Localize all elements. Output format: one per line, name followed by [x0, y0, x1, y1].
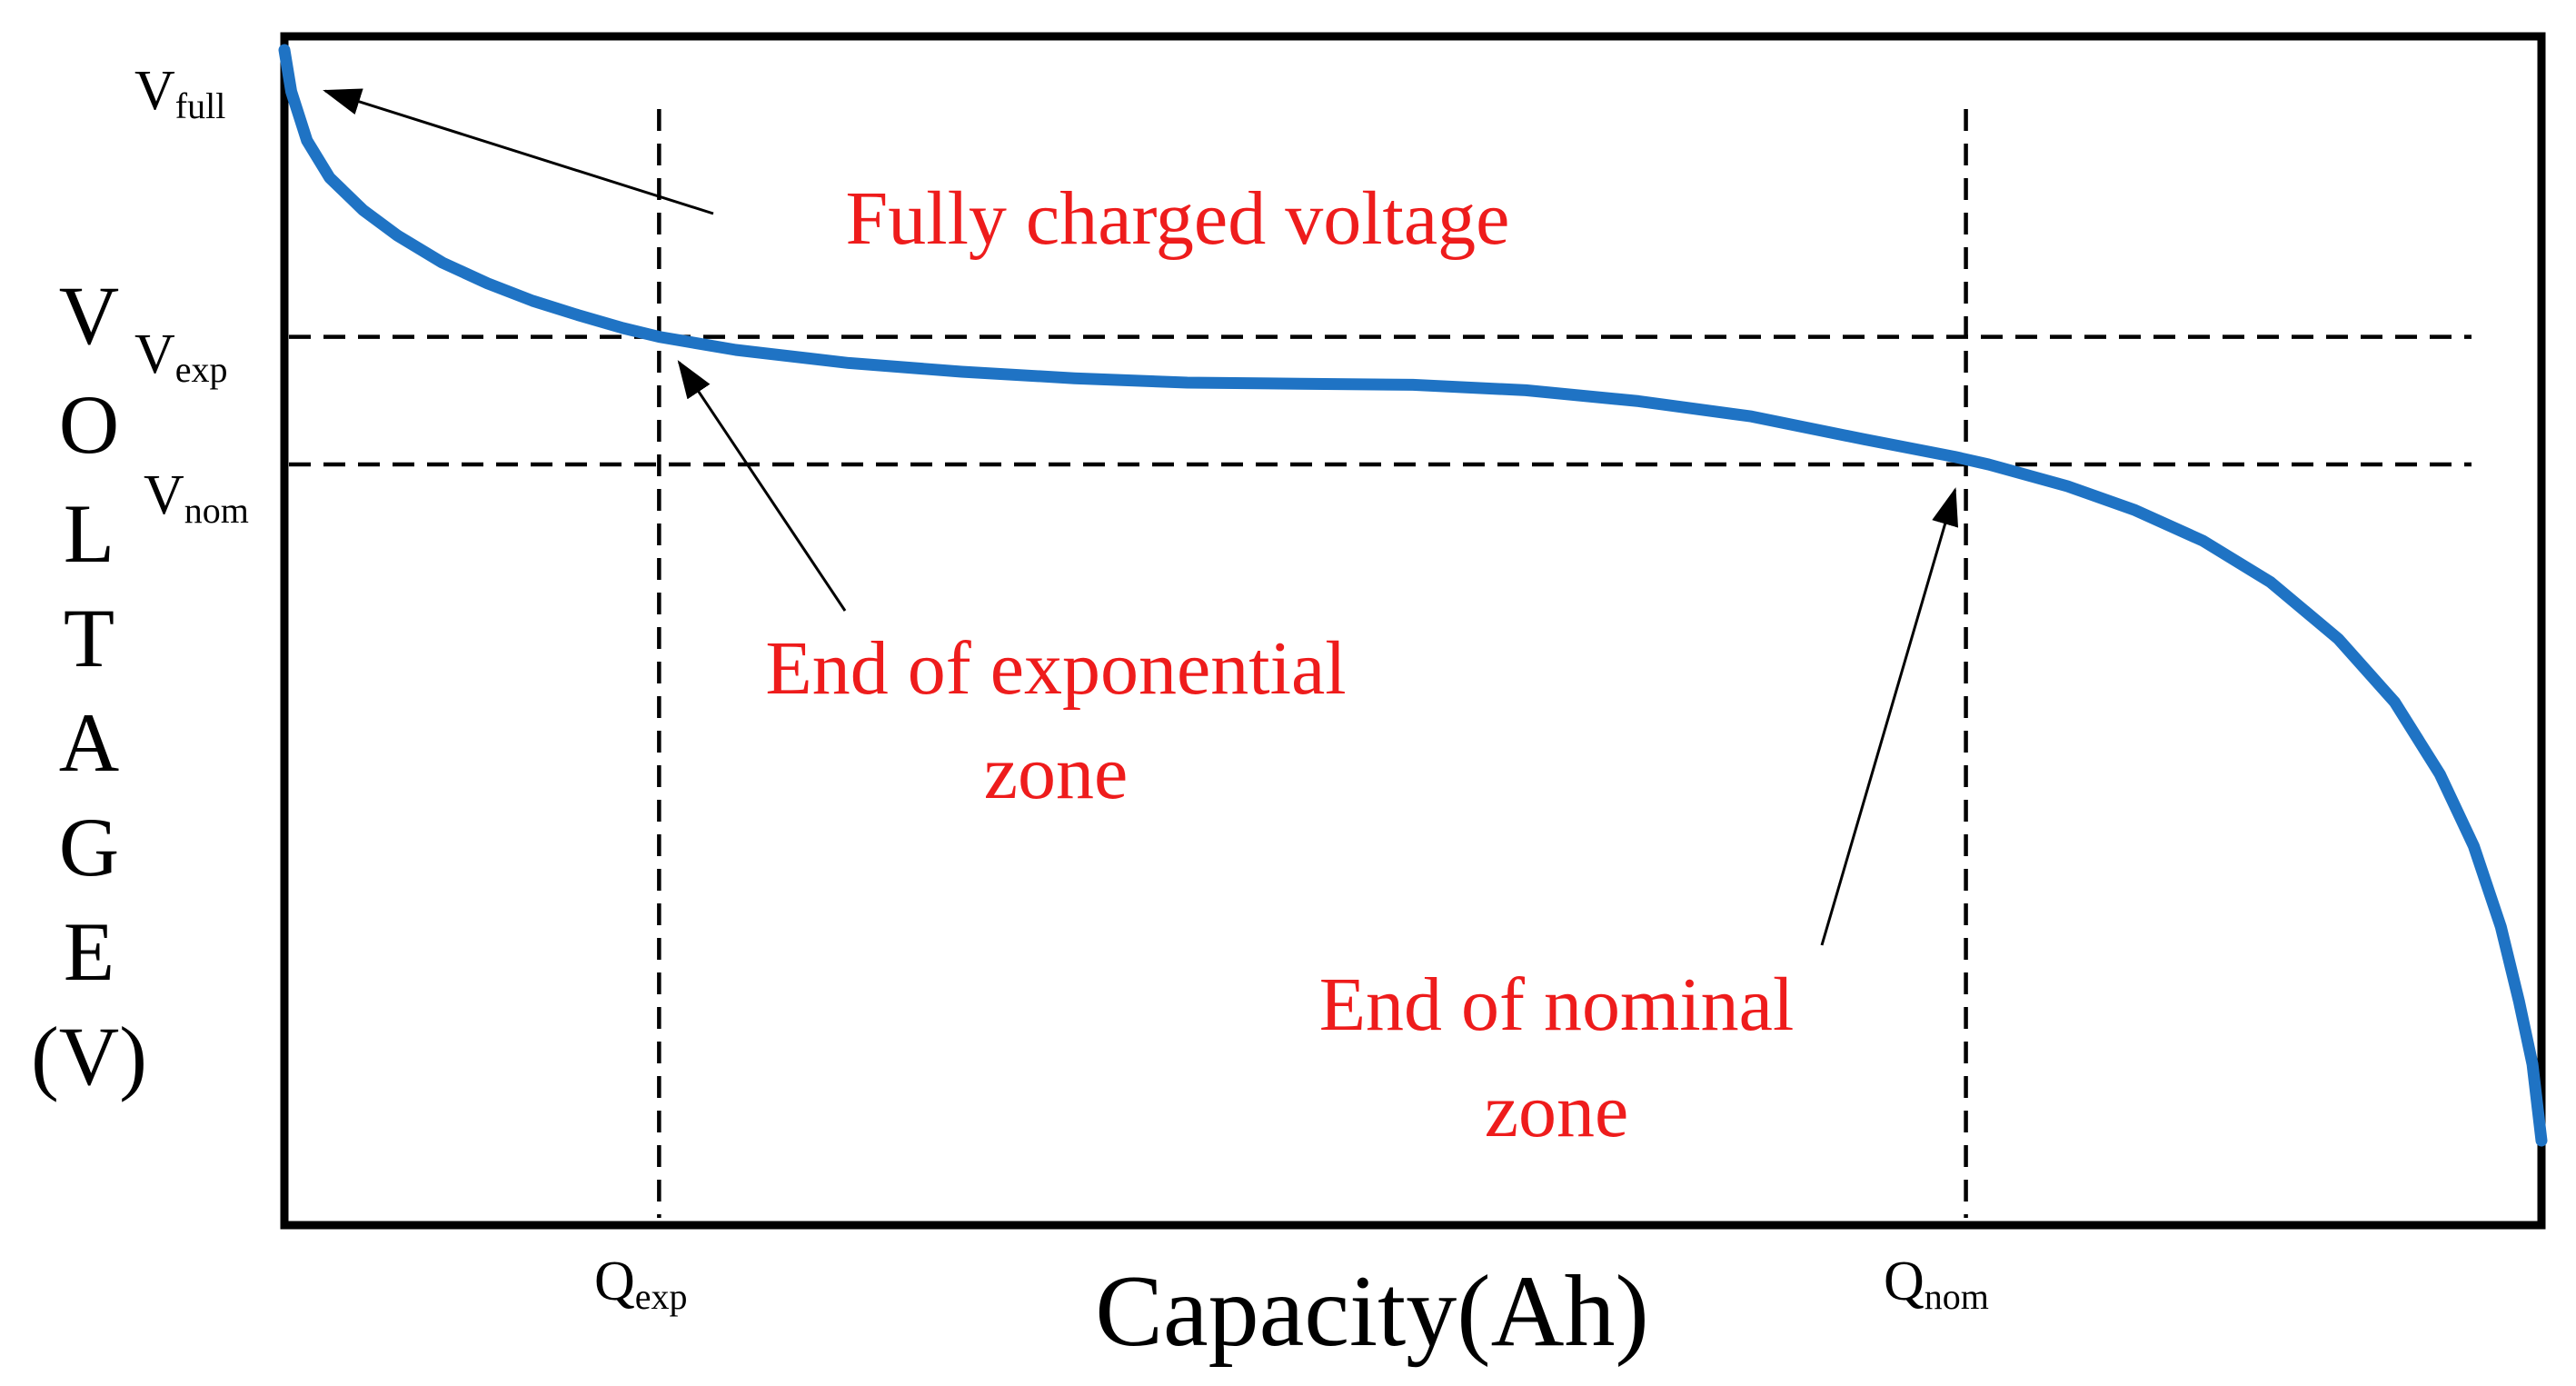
y-axis-letter: T [64, 592, 114, 684]
end-exponential-annotation-line1: End of exponential [765, 626, 1346, 711]
end-nominal-annotation-line1: End of nominal [1319, 962, 1795, 1047]
q-nom-tick-label: Qnom [1884, 1251, 1989, 1317]
q-exp-tick-label: Qexp [594, 1251, 688, 1317]
y-axis-label: V O L T A G E (V) [31, 269, 147, 1102]
y-axis-letter: O [59, 378, 119, 471]
plot-frame [280, 32, 2546, 1230]
discharge-curve [278, 44, 2548, 1147]
end-nominal-annotation-line2: zone [1485, 1069, 1629, 1153]
x-axis-label: Capacity(Ah) [1095, 1255, 1649, 1368]
y-axis-letter: A [59, 696, 119, 789]
y-axis-letter: (V) [31, 1010, 147, 1102]
y-axis-letter: E [64, 905, 114, 998]
y-axis-letter: G [59, 801, 119, 893]
end-nominal-arrow [1820, 487, 1959, 946]
v-nom-tick-label: Vnom [144, 464, 249, 531]
fully-charged-arrow [323, 88, 714, 215]
y-axis-letter: L [64, 487, 114, 580]
end-exponential-arrow [677, 360, 847, 612]
y-axis-letter: V [59, 269, 119, 362]
end-exponential-annotation-line2: zone [984, 731, 1129, 815]
fully-charged-annotation: Fully charged voltage [846, 176, 1510, 261]
v-exp-tick-label: Vexp [134, 324, 228, 390]
v-full-tick-label: Vfull [134, 60, 225, 126]
